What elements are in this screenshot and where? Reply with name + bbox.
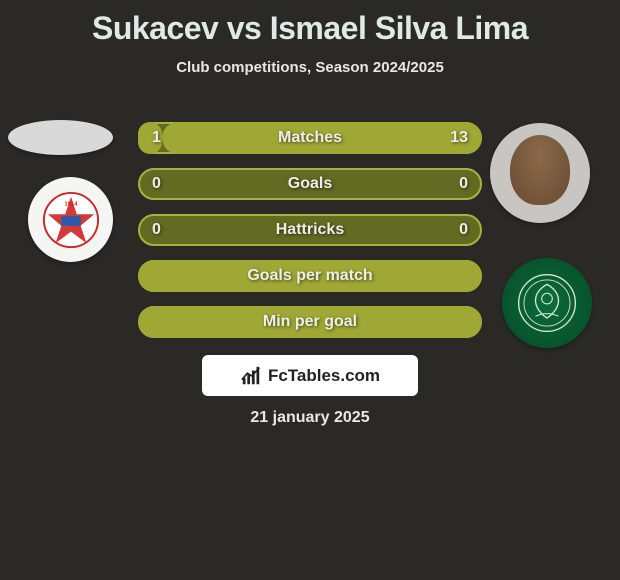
stat-row: Goals per match	[138, 260, 482, 292]
stat-label: Goals per match	[247, 267, 372, 285]
stat-label: Min per goal	[263, 313, 357, 331]
stat-row: 0 0 Hattricks	[138, 214, 482, 246]
club-left-icon: 1914	[42, 191, 100, 249]
stat-value-left: 1	[152, 129, 161, 147]
stat-row: 1 13 Matches	[138, 122, 482, 154]
stat-value-right: 0	[459, 175, 468, 193]
stat-label: Hattricks	[276, 221, 344, 239]
subtitle: Club competitions, Season 2024/2025	[0, 59, 620, 76]
stat-value-left: 0	[152, 175, 161, 193]
brand-text: FcTables.com	[268, 366, 380, 386]
player-left-avatar	[8, 120, 113, 155]
stat-label: Goals	[288, 175, 332, 193]
club-right-badge	[502, 258, 592, 348]
stat-value-left: 0	[152, 221, 161, 239]
club-left-badge: 1914	[28, 177, 113, 262]
stat-row: 0 0 Goals	[138, 168, 482, 200]
svg-text:1914: 1914	[64, 201, 78, 207]
page-title: Sukacev vs Ismael Silva Lima	[0, 0, 620, 47]
stat-label: Matches	[278, 129, 342, 147]
brand-box: FcTables.com	[202, 355, 418, 396]
stat-row: Min per goal	[138, 306, 482, 338]
stat-value-right: 13	[450, 129, 468, 147]
date-label: 21 january 2025	[0, 409, 620, 427]
player-right-avatar	[490, 123, 590, 223]
stats-panel: 1 13 Matches 0 0 Goals 0 0 Hattricks Goals per ma…	[138, 122, 482, 352]
club-right-icon	[516, 272, 578, 334]
stat-value-right: 0	[459, 221, 468, 239]
chart-icon	[240, 365, 262, 387]
